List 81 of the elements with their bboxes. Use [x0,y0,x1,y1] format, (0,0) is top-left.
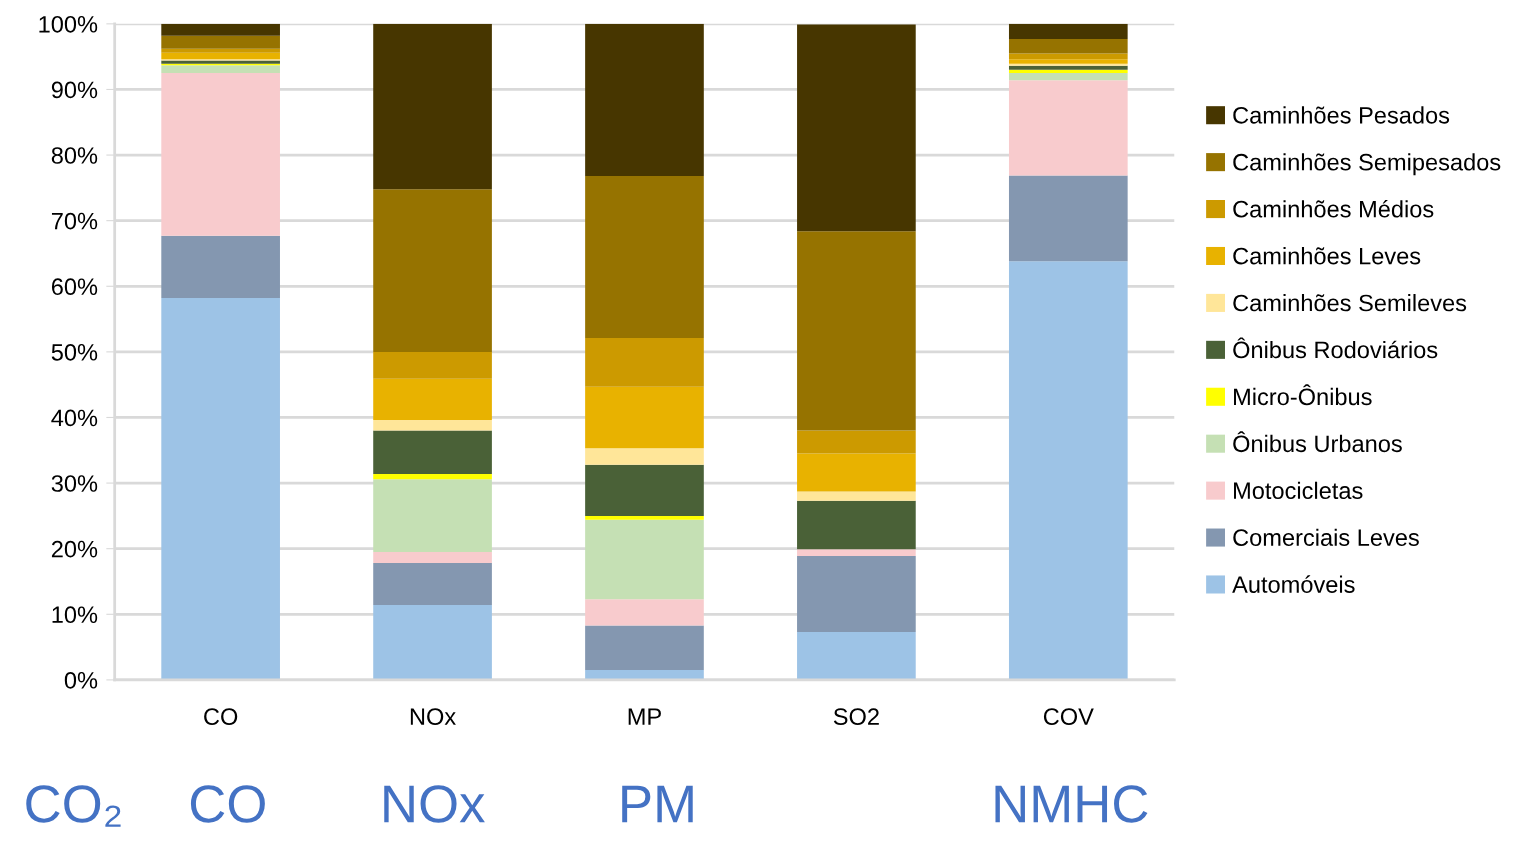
legend-label: Automóveis [1232,575,1355,593]
bar [585,625,704,671]
text: PM [622,785,693,823]
y-tick-label: 0% [64,671,98,689]
bar [161,35,280,49]
bar [1008,73,1128,81]
text: NOx [384,785,485,823]
bar [585,464,704,516]
bar [161,73,280,236]
legend-label: Comerciais Leves [1233,528,1419,546]
bar [585,386,704,449]
bar [1008,59,1128,64]
x-tick-label: CO [204,708,238,726]
bar [585,448,704,465]
x-tick-label: NOx [410,708,456,726]
bar [373,479,492,552]
bar [373,420,492,431]
bar [373,605,492,680]
bar [373,551,492,564]
legend-label: Ônibus Urbanos [1233,431,1402,453]
text: NMHC [995,785,1148,823]
bar [797,555,916,633]
x-tick-label: SO2 [833,708,879,726]
bar [585,338,704,387]
bar [1008,80,1128,176]
bar [585,599,704,626]
text: CO [190,785,265,823]
bar [585,519,704,600]
bar [797,500,916,550]
legend-label: Caminhões Leves [1233,247,1421,265]
bar [585,515,704,520]
legend-label: Caminhões Semileves [1233,294,1467,312]
bar [373,473,492,480]
bar [1008,261,1128,680]
y-tick-label: 30% [51,475,98,492]
legend-label: Motocicletas [1234,481,1363,500]
bar [797,453,916,492]
bar [585,670,704,680]
legend-label: Ônibus Rodoviários [1233,337,1438,359]
bar [797,231,916,431]
y-tick-label: 10% [52,606,98,624]
bar [1008,38,1128,54]
bar [1008,23,1128,39]
legend-label: Caminhões Pesados [1233,106,1450,124]
bar [373,351,492,379]
text: CO₂ [26,785,121,827]
x-tick-label: MP [628,708,661,725]
y-tick-label: 60% [51,278,98,296]
bar [373,23,492,190]
bar [1008,69,1128,74]
bar [1008,53,1128,60]
x-tick-label: COV [1043,708,1094,726]
bar [161,235,280,299]
y-tick-label: 70% [51,212,98,230]
bar [161,298,280,680]
bar [373,563,492,606]
y-tick-label: 100% [39,15,98,33]
bar [161,52,280,60]
bar [161,65,280,74]
y-tick-label: 50% [51,343,98,361]
legend-label: Caminhões Semipesados [1233,153,1501,176]
bar [373,189,492,352]
y-tick-label: 80% [51,147,98,164]
bar [1008,65,1128,70]
bar [1008,175,1128,262]
bar [797,430,916,454]
bar [797,549,916,556]
bar [797,24,916,232]
y-tick-label: 40% [51,409,98,427]
bar [373,378,492,421]
bar [161,48,280,53]
bar [161,23,280,36]
bar [585,176,704,339]
bar [797,491,916,501]
bar [585,23,704,177]
bar [797,632,916,680]
legend-label: Caminhões Médios [1233,199,1434,218]
y-tick-label: 90% [51,81,98,99]
legend-label: Micro-Ônibus [1234,384,1372,406]
y-tick-label: 20% [51,540,98,558]
bar [373,430,492,474]
